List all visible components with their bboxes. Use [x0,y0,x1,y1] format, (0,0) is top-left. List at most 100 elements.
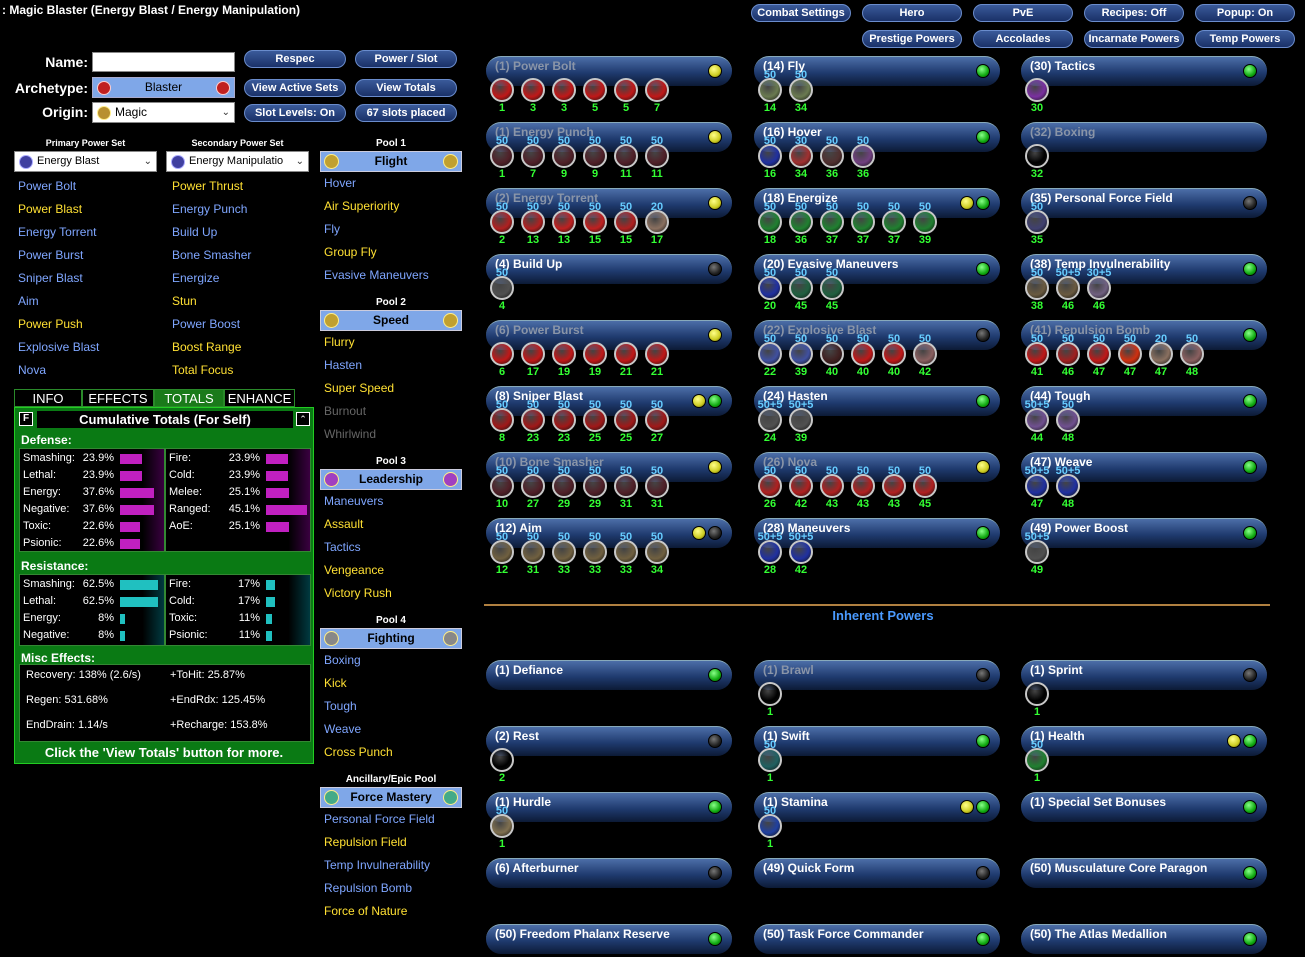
enhancement-icon[interactable] [490,408,514,432]
enhancement-icon[interactable] [521,210,545,234]
enhancement-icon[interactable] [521,342,545,366]
pool-power-item[interactable]: Repulsion Bomb [324,881,413,895]
enhancement-icon[interactable] [1025,276,1049,300]
enhancement-icon[interactable] [758,474,782,498]
enhancement-icon[interactable] [758,210,782,234]
power-slot-bar[interactable]: (4) Build Up [486,254,732,284]
enhancement-icon[interactable] [758,540,782,564]
pool-select[interactable]: Speed [320,310,462,331]
power-list-item[interactable]: Explosive Blast [18,340,100,354]
enhancement-icon[interactable] [851,210,875,234]
hero-button[interactable]: Hero [862,4,962,22]
enhancement-icon[interactable] [490,144,514,168]
power-slot-bar[interactable]: (28) Maneuvers [754,518,1000,548]
enhancement-icon[interactable] [1087,276,1111,300]
enhancement-icon[interactable] [789,144,813,168]
enhancement-icon[interactable] [758,78,782,102]
power-slot-bar[interactable]: (50) The Atlas Medallion [1021,924,1267,954]
origin-select[interactable]: Magic ⌄ [92,102,235,123]
enhancement-icon[interactable] [490,78,514,102]
enhancement-icon[interactable] [614,342,638,366]
tab-enhance[interactable]: ENHANCE [224,389,295,407]
pool-power-item[interactable]: Air Superiority [324,199,400,213]
power-list-item[interactable]: Power Burst [18,248,84,262]
pool-power-item[interactable]: Group Fly [324,245,377,259]
enhancement-icon[interactable] [583,342,607,366]
tab-effects[interactable]: EFFECTS [82,389,154,407]
enhancement-icon[interactable] [1025,474,1049,498]
pve-button[interactable]: PvE [973,4,1073,22]
enhancement-icon[interactable] [1056,276,1080,300]
power-slot-bar[interactable]: (30) Tactics [1021,56,1267,86]
enhancement-icon[interactable] [614,540,638,564]
power-slot-bar[interactable]: (1) Stamina [754,792,1000,822]
power-slot-button[interactable]: Power / Slot [355,50,457,68]
enhancement-icon[interactable] [758,342,782,366]
pool-power-item[interactable]: Force of Nature [324,904,408,918]
pool-select[interactable]: Flight [320,151,462,172]
slots-placed-button[interactable]: 67 slots placed [355,104,457,122]
power-list-item[interactable]: Power Bolt [18,179,77,193]
enhancement-icon[interactable] [552,144,576,168]
enhancement-icon[interactable] [521,474,545,498]
tab-totals[interactable]: TOTALS [154,389,224,407]
pool-power-item[interactable]: Tactics [324,540,361,554]
power-slot-bar[interactable]: (6) Power Burst [486,320,732,350]
pool-power-item[interactable]: Burnout [324,404,367,418]
enhancement-icon[interactable] [1025,78,1049,102]
enhancement-icon[interactable] [645,342,669,366]
enhancement-icon[interactable] [521,78,545,102]
enhancement-icon[interactable] [789,276,813,300]
power-slot-bar[interactable]: (49) Power Boost [1021,518,1267,548]
enhancement-icon[interactable] [552,474,576,498]
enhancement-icon[interactable] [882,210,906,234]
power-list-item[interactable]: Nova [18,363,47,377]
secondary-set-select[interactable]: Energy Manipulatio ⌄ [166,151,309,172]
power-list-item[interactable]: Build Up [172,225,218,239]
incarnate-powers-button[interactable]: Incarnate Powers [1084,30,1184,48]
power-slot-bar[interactable]: (22) Explosive Blast [754,320,1000,350]
enhancement-icon[interactable] [614,144,638,168]
enhancement-icon[interactable] [645,540,669,564]
f-button[interactable]: F [19,412,33,426]
pool-power-item[interactable]: Cross Punch [324,745,393,759]
power-slot-bar[interactable]: (14) Fly [754,56,1000,86]
enhancement-icon[interactable] [789,78,813,102]
enhancement-icon[interactable] [913,210,937,234]
archetype-select[interactable]: Blaster [92,77,235,98]
temp-powers-button[interactable]: Temp Powers [1195,30,1295,48]
enhancement-icon[interactable] [583,78,607,102]
enhancement-icon[interactable] [583,408,607,432]
power-slot-bar[interactable]: (1) Sprint [1021,660,1267,690]
slot-levels-button[interactable]: Slot Levels: On [244,104,346,122]
enhancement-icon[interactable] [552,540,576,564]
pool-power-item[interactable]: Maneuvers [324,494,384,508]
power-list-item[interactable]: Power Blast [18,202,83,216]
enhancement-icon[interactable] [645,78,669,102]
enhancement-icon[interactable] [614,408,638,432]
primary-set-select[interactable]: Energy Blast ⌄ [14,151,157,172]
pool-power-item[interactable]: Whirlwind [324,427,377,441]
enhancement-icon[interactable] [614,474,638,498]
collapse-icon[interactable]: ⌃ [296,412,310,426]
power-list-item[interactable]: Total Focus [172,363,234,377]
power-list-item[interactable]: Boost Range [172,340,242,354]
enhancement-icon[interactable] [490,748,514,772]
enhancement-icon[interactable] [490,342,514,366]
power-slot-bar[interactable]: (35) Personal Force Field [1021,188,1267,218]
pool-select[interactable]: Fighting [320,628,462,649]
enhancement-icon[interactable] [1180,342,1204,366]
enhancement-icon[interactable] [614,78,638,102]
pool-power-item[interactable]: Flurry [324,335,355,349]
power-list-item[interactable]: Power Boost [172,317,241,331]
enhancement-icon[interactable] [1056,474,1080,498]
enhancement-icon[interactable] [882,342,906,366]
enhancement-icon[interactable] [1025,540,1049,564]
power-list-item[interactable]: Aim [18,294,39,308]
enhancement-icon[interactable] [882,474,906,498]
enhancement-icon[interactable] [490,814,514,838]
enhancement-icon[interactable] [645,144,669,168]
power-slot-bar[interactable]: (50) Task Force Commander [754,924,1000,954]
enhancement-icon[interactable] [1025,682,1049,706]
accolades-button[interactable]: Accolades [973,30,1073,48]
